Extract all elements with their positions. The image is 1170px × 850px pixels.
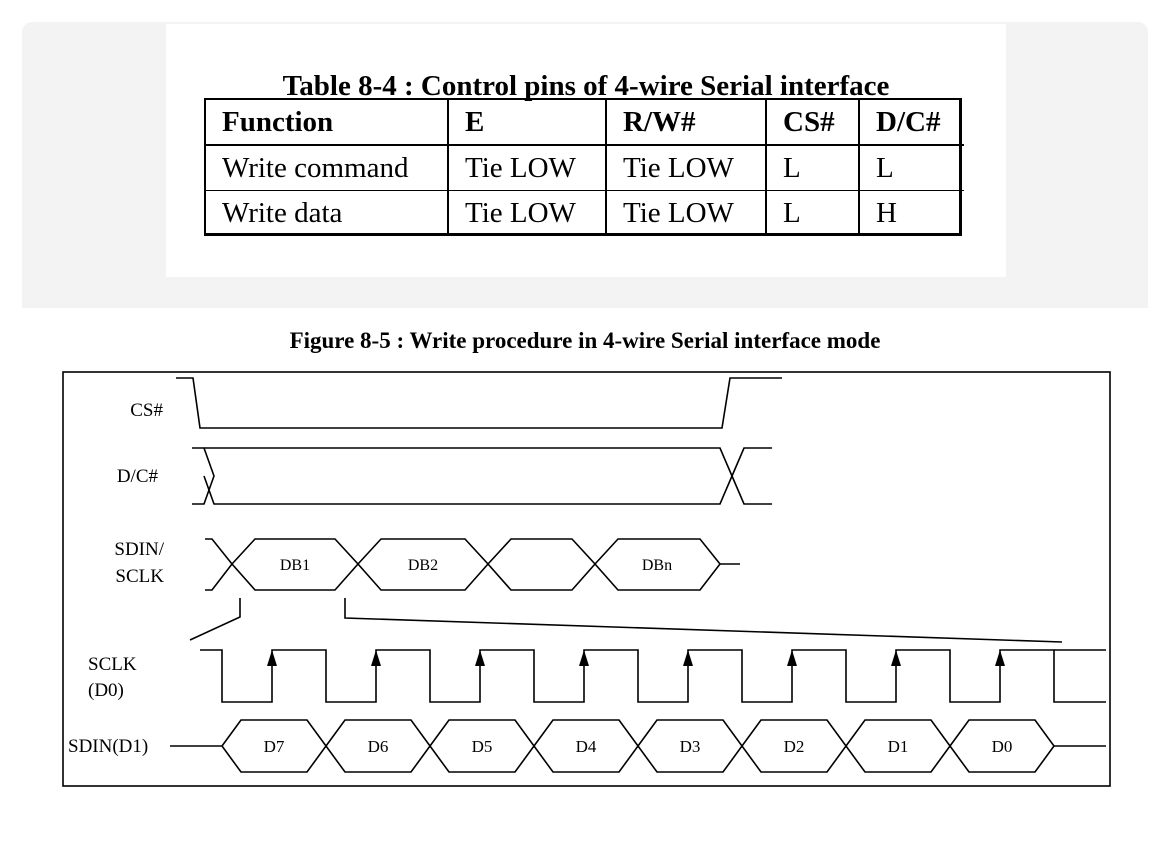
rising-edge-arrow-icon	[787, 650, 797, 666]
table-cell: Tie LOW	[605, 190, 766, 235]
table-cell: H	[858, 190, 964, 235]
table-cell: L	[765, 190, 859, 235]
signal-label-dc: D/C#	[117, 466, 159, 487]
byte-cell	[486, 538, 597, 591]
header-cell: Function	[206, 100, 448, 146]
bit-label: D0	[992, 737, 1013, 756]
bit-label: D2	[784, 737, 805, 756]
signal-label-sclk-d0: SCLK	[88, 654, 137, 675]
rising-edge-arrow-icon	[683, 650, 693, 666]
rising-edge-arrow-icon	[267, 650, 277, 666]
signal-label-sdin: SDIN/	[114, 539, 164, 560]
rising-edge-arrow-icon	[995, 650, 1005, 666]
figure-panel: Figure 8-5 : Write procedure in 4-wire S…	[22, 308, 1148, 825]
dc-waveform	[192, 447, 772, 505]
rising-edge-arrow-icon	[371, 650, 381, 666]
byte-label: DB2	[408, 557, 438, 574]
table-header-row: Function E R/W# CS# D/C#	[206, 100, 964, 146]
table-title: Table 8-4 : Control pins of 4-wire Seria…	[282, 70, 890, 102]
bit-label: D4	[576, 737, 597, 756]
control-pins-table: Function E R/W# CS# D/C# Write command T…	[206, 100, 964, 235]
table-cell: Tie LOW	[447, 190, 606, 235]
table-cell: Tie LOW	[605, 145, 766, 191]
header-cell: CS#	[765, 100, 859, 146]
table-cell: Write data	[222, 197, 343, 229]
zoom-lines	[189, 598, 1063, 643]
bit-label: D5	[472, 737, 493, 756]
header-cell: E	[447, 100, 606, 146]
diagram-frame	[62, 371, 1111, 787]
rising-edge-arrow-icon	[891, 650, 901, 666]
rising-edge-arrows	[267, 650, 1005, 666]
header-cell: D/C#	[858, 100, 964, 146]
sdin-sclk-byte-waveform	[205, 538, 740, 591]
table-cell: Write command	[206, 145, 448, 191]
signal-label-cs: CS#	[130, 400, 163, 421]
table-cell: Tie LOW	[447, 145, 606, 191]
byte-label: DB1	[280, 557, 310, 574]
table-cell: L	[765, 145, 859, 191]
bit-label: D3	[680, 737, 701, 756]
signal-label-sdin-d1: SDIN(D1)	[68, 736, 148, 757]
bit-label: D1	[888, 737, 909, 756]
byte-label: DBn	[642, 557, 672, 574]
signal-label-sclk: SCLK	[115, 566, 164, 587]
bit-label: D7	[264, 737, 285, 756]
table-row: Write data Tie LOW Tie LOW L H	[206, 190, 964, 235]
sdin-d1-waveform	[170, 719, 1106, 773]
table-row: Write command Tie LOW Tie LOW L L	[206, 145, 964, 191]
rising-edge-arrow-icon	[579, 650, 589, 666]
header-cell: R/W#	[605, 100, 766, 146]
sclk-waveform	[200, 649, 1106, 703]
rising-edge-arrow-icon	[475, 650, 485, 666]
cs-waveform	[176, 377, 782, 429]
table-panel: Table 8-4 : Control pins of 4-wire Seria…	[166, 24, 1006, 277]
table-cell: L	[858, 145, 964, 191]
signal-label-d0: (D0)	[88, 680, 124, 701]
figure-title: Figure 8-5 : Write procedure in 4-wire S…	[289, 328, 881, 353]
bit-label: D6	[368, 737, 389, 756]
